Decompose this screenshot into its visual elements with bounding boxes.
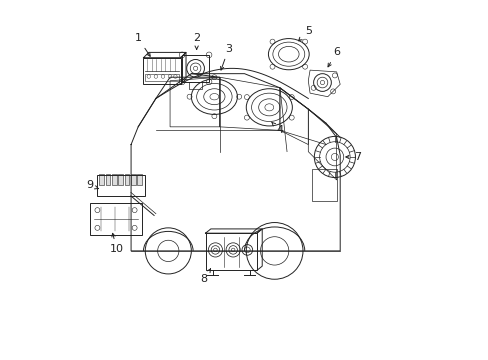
Bar	[99, 174, 103, 185]
Bar	[97, 175, 145, 196]
Text: 1: 1	[134, 33, 150, 56]
Bar	[112, 174, 116, 185]
Text: 9: 9	[86, 180, 99, 190]
Text: 5: 5	[298, 26, 311, 41]
Bar	[137, 174, 142, 185]
Text: 2: 2	[193, 33, 200, 49]
Bar	[205, 233, 256, 270]
Bar	[105, 174, 110, 185]
Text: 4: 4	[271, 122, 283, 135]
Text: 7: 7	[345, 152, 361, 162]
Bar	[145, 75, 179, 81]
Bar	[131, 174, 135, 185]
Bar	[311, 169, 336, 201]
Text: 10: 10	[110, 233, 123, 254]
Text: 8: 8	[200, 269, 210, 284]
Bar	[182, 55, 209, 82]
Text: 6: 6	[327, 48, 340, 67]
Bar	[124, 174, 129, 185]
Text: 3: 3	[220, 44, 232, 70]
Bar	[90, 203, 142, 235]
Bar	[118, 174, 122, 185]
Bar	[143, 58, 181, 84]
